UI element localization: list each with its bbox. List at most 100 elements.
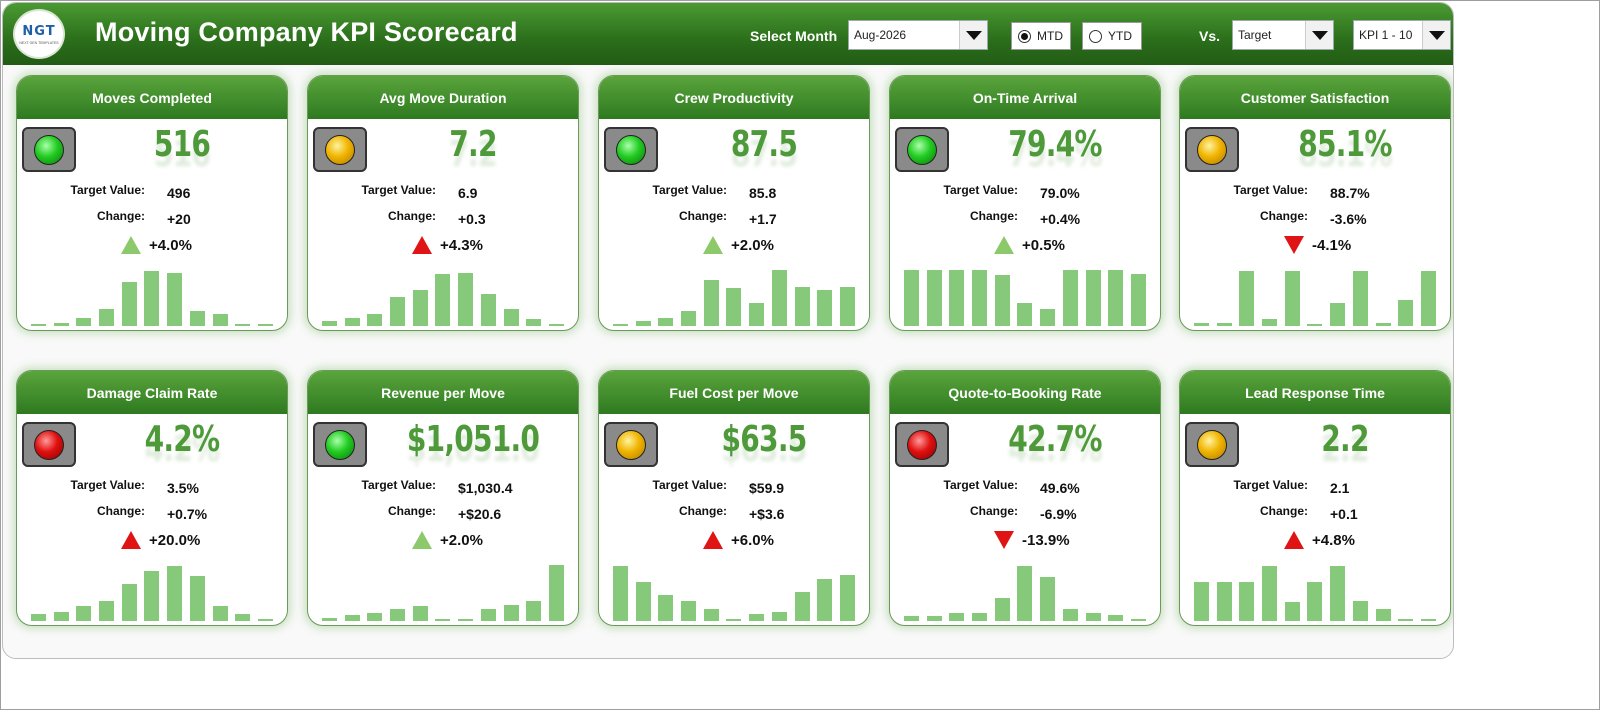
arrow-down-icon [994, 531, 1014, 549]
kpi-card[interactable]: Crew Productivity 87.5 Target Value: 85.8 Ch… [598, 75, 870, 331]
trend-bar [635, 582, 651, 621]
trend-bar [390, 609, 406, 621]
ytd-label: YTD [1108, 29, 1132, 43]
trend-bar [548, 565, 564, 621]
select-month-label: Select Month [750, 28, 838, 44]
trend-bar [926, 270, 942, 326]
kpi-card[interactable]: Customer Satisfaction 85.1% Target Value: 8… [1179, 75, 1451, 331]
target-value-label: Target Value: [70, 183, 145, 197]
chevron-down-icon[interactable] [1422, 21, 1450, 49]
kpi-card[interactable]: Fuel Cost per Move $63.5 Target Value: $59.… [598, 370, 870, 626]
percent-change-value: +4.8% [1312, 531, 1355, 549]
trend-bar [1239, 582, 1255, 621]
kpi-card[interactable]: Quote-to-Booking Rate 42.7% Target Value: 4… [889, 370, 1161, 626]
kpi-range-select[interactable]: KPI 1 - 10 [1353, 20, 1451, 50]
arrow-up-icon [412, 531, 432, 549]
traffic-light [1185, 422, 1239, 467]
percent-change: +6.0% [703, 531, 774, 549]
target-value: 79.0% [1040, 185, 1080, 201]
traffic-light-green-icon [34, 134, 64, 165]
kpi-value: 79.4% [1008, 124, 1102, 165]
target-value-label: Target Value: [1233, 183, 1308, 197]
kpi-card-title: Moves Completed [17, 76, 287, 119]
mtd-radio[interactable]: MTD [1011, 22, 1071, 50]
percent-change-value: +20.0% [149, 531, 201, 549]
trend-bar [904, 270, 919, 326]
trend-bar [458, 619, 474, 621]
trend-bar [144, 271, 160, 326]
traffic-light-yellow-icon [616, 429, 646, 460]
month-select[interactable]: Aug-2026 [848, 20, 988, 50]
kpi-card[interactable]: Avg Move Duration 7.2 Target Value: 6.9 Chan… [307, 75, 579, 331]
trend-bar [390, 297, 406, 326]
trend-bar [367, 613, 383, 621]
radio-unselected-icon [1089, 29, 1102, 43]
trend-bar [212, 606, 228, 621]
trend-bar [99, 309, 115, 326]
trend-bar [1216, 323, 1232, 326]
change-value: +1.7 [749, 211, 777, 227]
target-value-label: Target Value: [361, 183, 436, 197]
trend-bar [817, 290, 833, 326]
target-value-label: Target Value: [943, 183, 1018, 197]
trend-bar [681, 311, 697, 326]
trend-bar [1330, 566, 1346, 621]
month-select-value: Aug-2026 [854, 28, 907, 42]
kpi-card[interactable]: Damage Claim Rate 4.2% Target Value: 3.5% Ch… [16, 370, 288, 626]
traffic-light [313, 422, 367, 467]
trend-bar [412, 290, 428, 326]
trend-bar [1262, 566, 1278, 621]
trend-bar [480, 294, 496, 326]
trend-bar [994, 598, 1010, 621]
percent-change: -4.1% [1284, 236, 1351, 254]
trend-bar [503, 605, 519, 621]
compare-select[interactable]: Target [1232, 20, 1334, 50]
traffic-light-green-icon [907, 134, 937, 165]
trend-bar [1239, 271, 1255, 326]
percent-change: +20.0% [121, 531, 200, 549]
trend-bar [76, 606, 92, 621]
trend-sparkbars [904, 266, 1146, 326]
arrow-down-icon [1284, 236, 1304, 254]
ytd-radio[interactable]: YTD [1082, 22, 1142, 50]
kpi-card[interactable]: Moves Completed 516 Target Value: 496 Change… [16, 75, 288, 331]
trend-bar [99, 601, 115, 621]
percent-change-value: +6.0% [731, 531, 774, 549]
trend-bar [1085, 270, 1101, 326]
kpi-card-title: Customer Satisfaction [1180, 76, 1450, 119]
change-value: +$3.6 [749, 506, 785, 522]
arrow-up-icon [994, 236, 1014, 254]
trend-bar [658, 595, 674, 621]
trend-bar [949, 613, 965, 621]
traffic-light-red-icon [34, 429, 64, 460]
kpi-value: 87.5 [730, 124, 798, 165]
chevron-down-icon[interactable] [1305, 21, 1333, 49]
percent-change-value: -13.9% [1022, 531, 1070, 549]
chevron-down-icon[interactable] [959, 21, 987, 49]
trend-bar [344, 318, 360, 326]
target-value: $59.9 [749, 480, 785, 496]
traffic-light-yellow-icon [325, 134, 355, 165]
traffic-light-red-icon [907, 429, 937, 460]
trend-sparkbars [31, 266, 273, 326]
trend-bar [613, 324, 628, 326]
kpi-value: 85.1% [1298, 124, 1392, 165]
trend-bar [412, 606, 428, 621]
trend-bar [322, 618, 337, 621]
change-value: +0.1 [1330, 506, 1358, 522]
traffic-light [22, 422, 76, 467]
kpi-card[interactable]: On-Time Arrival 79.4% Target Value: 79.0% Ch… [889, 75, 1161, 331]
change-label: Change: [1260, 504, 1308, 518]
trend-bar [1307, 582, 1323, 621]
kpi-card[interactable]: Lead Response Time 2.2 Target Value: 2.1 Cha… [1179, 370, 1451, 626]
change-label: Change: [679, 209, 727, 223]
trend-bar [749, 303, 765, 326]
percent-change-value: -4.1% [1312, 236, 1352, 254]
kpi-card[interactable]: Revenue per Move $1,051.0 Target Value: $1,… [307, 370, 579, 626]
target-value-label: Target Value: [652, 183, 727, 197]
logo: NGT NEXT GEN TEMPLATES [13, 9, 65, 59]
trend-bar [167, 566, 183, 621]
change-value: -3.6% [1330, 211, 1367, 227]
trend-bar [1284, 271, 1300, 326]
traffic-light-yellow-icon [1197, 429, 1227, 460]
